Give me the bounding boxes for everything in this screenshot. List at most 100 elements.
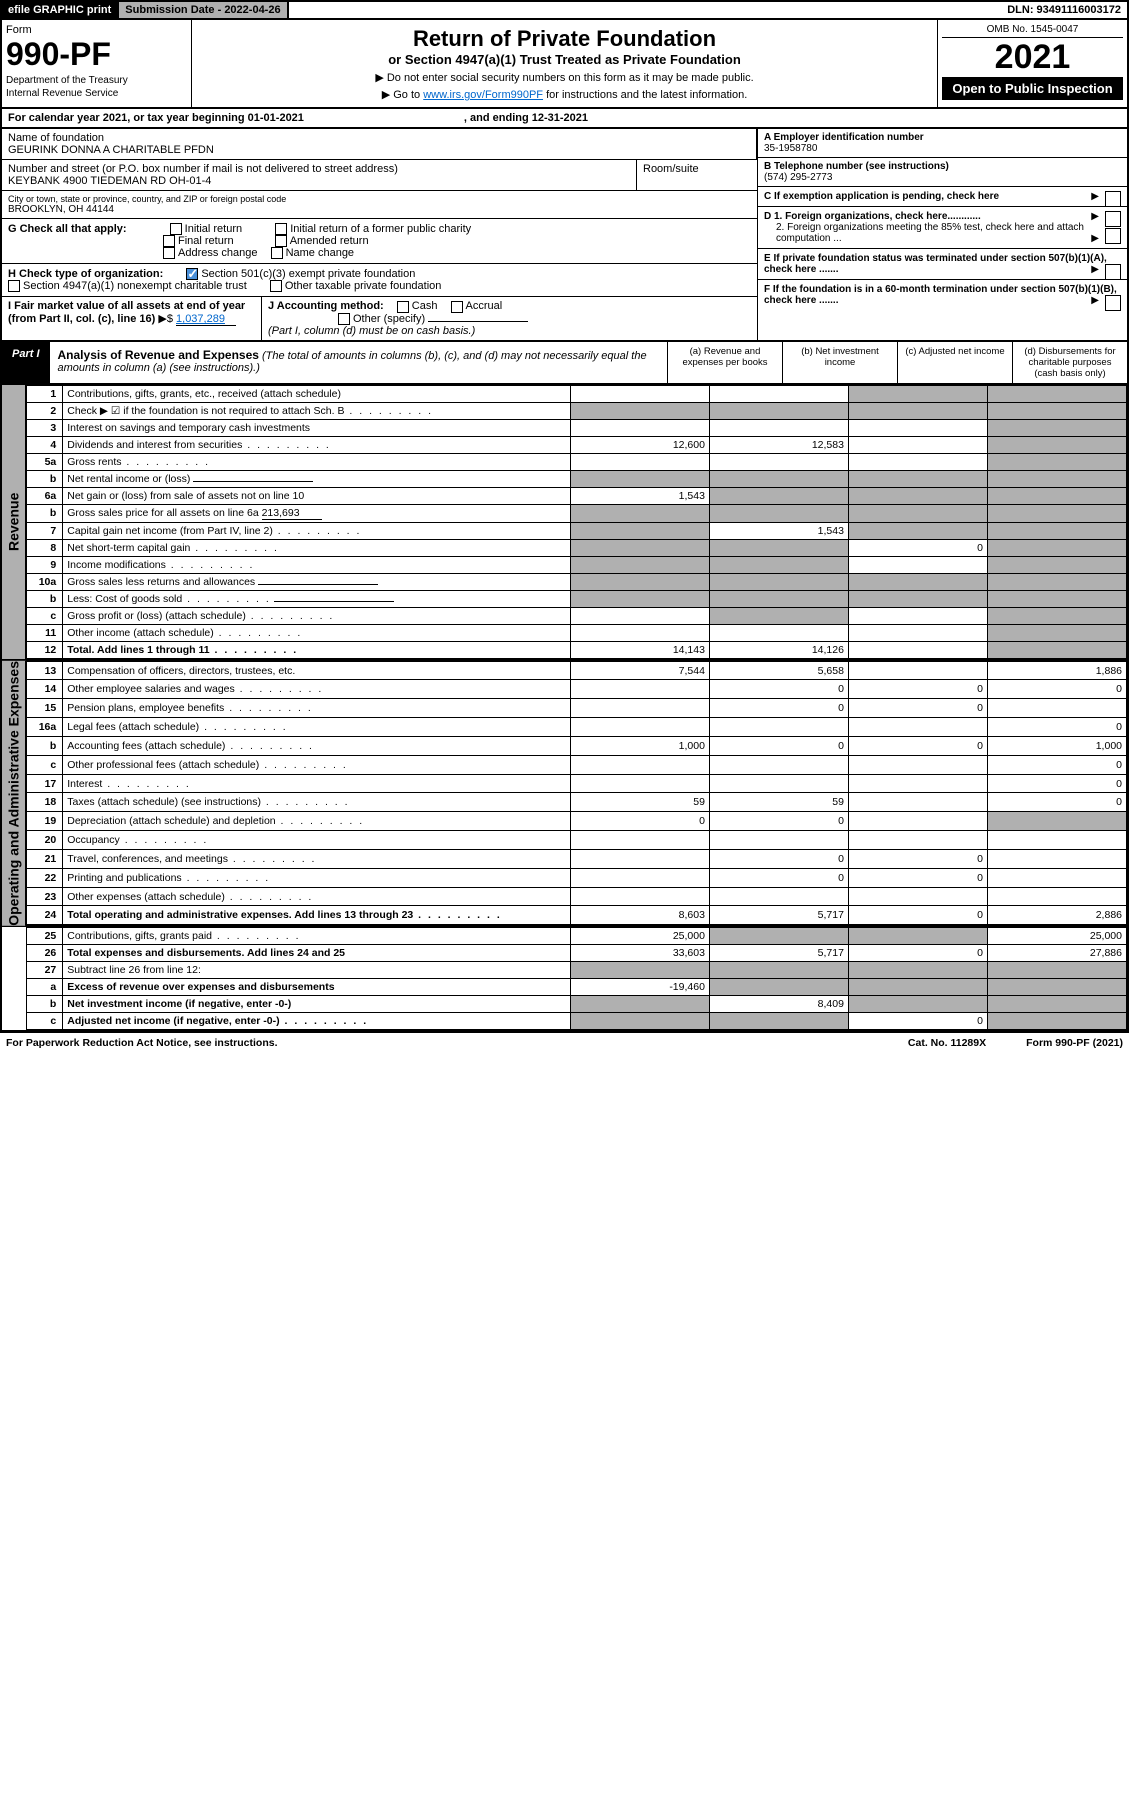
f-label: F If the foundation is in a 60-month ter… bbox=[764, 284, 1117, 306]
h-label: H Check type of organization: bbox=[8, 268, 163, 280]
dln: DLN: 93491116003172 bbox=[1001, 2, 1127, 18]
cb-f[interactable] bbox=[1105, 295, 1121, 311]
form-subtitle: or Section 4947(a)(1) Trust Treated as P… bbox=[198, 52, 931, 67]
table-row: b Gross sales price for all assets on li… bbox=[27, 504, 1127, 522]
table-row: b Accounting fees (attach schedule) 1,00… bbox=[27, 736, 1127, 755]
irs-link[interactable]: www.irs.gov/Form990PF bbox=[423, 89, 543, 101]
table-row: b Less: Cost of goods sold bbox=[27, 590, 1127, 607]
phone: (574) 295-2773 bbox=[764, 172, 832, 183]
cb-c[interactable] bbox=[1105, 191, 1121, 207]
a-label: A Employer identification number bbox=[764, 132, 924, 143]
cb-d2[interactable] bbox=[1105, 228, 1121, 244]
table-row: 15 Pension plans, employee benefits 00 bbox=[27, 699, 1127, 718]
table-row: 20 Occupancy bbox=[27, 831, 1127, 850]
cb-address[interactable] bbox=[163, 247, 175, 259]
e-label: E If private foundation status was termi… bbox=[764, 253, 1107, 275]
table-row: c Other professional fees (attach schedu… bbox=[27, 755, 1127, 774]
fmv-value[interactable]: 1,037,289 bbox=[176, 313, 236, 326]
table-row: 4 Dividends and interest from securities… bbox=[27, 436, 1127, 453]
table-row: 21 Travel, conferences, and meetings 00 bbox=[27, 849, 1127, 868]
city: BROOKLYN, OH 44144 bbox=[8, 204, 751, 215]
cb-501c3[interactable] bbox=[186, 268, 198, 280]
expenses-section: Operating and Administrative Expenses 13… bbox=[0, 661, 1129, 928]
cb-d1[interactable] bbox=[1105, 211, 1121, 227]
part1-tag: Part I bbox=[2, 342, 50, 383]
expenses-label: Operating and Administrative Expenses bbox=[2, 661, 26, 926]
c-label: C If exemption application is pending, c… bbox=[764, 191, 999, 202]
efile-label[interactable]: efile GRAPHIC print bbox=[2, 2, 117, 18]
cb-other-method[interactable] bbox=[338, 313, 350, 325]
form-header: Form 990-PF Department of the Treasury I… bbox=[0, 20, 1129, 109]
cb-name[interactable] bbox=[271, 247, 283, 259]
form-title: Return of Private Foundation bbox=[198, 26, 931, 52]
revenue-section: Revenue 1 Contributions, gifts, grants, … bbox=[0, 385, 1129, 661]
cb-final[interactable] bbox=[163, 235, 175, 247]
cb-e[interactable] bbox=[1105, 264, 1121, 280]
table-row: 25 Contributions, gifts, grants paid 25,… bbox=[27, 928, 1127, 945]
col-a: (a) Revenue and expenses per books bbox=[667, 342, 782, 383]
dept: Department of the Treasury bbox=[6, 75, 187, 86]
cb-cash[interactable] bbox=[397, 301, 409, 313]
d2-label: 2. Foreign organizations meeting the 85%… bbox=[764, 222, 1121, 244]
table-row: 17 Interest 0 bbox=[27, 774, 1127, 793]
part1-header: Part I Analysis of Revenue and Expenses … bbox=[0, 342, 1129, 385]
page-footer: For Paperwork Reduction Act Notice, see … bbox=[0, 1032, 1129, 1053]
col-d: (d) Disbursements for charitable purpose… bbox=[1012, 342, 1127, 383]
table-row: b Net investment income (if negative, en… bbox=[27, 996, 1127, 1013]
city-label: City or town, state or province, country… bbox=[8, 194, 751, 204]
cb-other-tax[interactable] bbox=[270, 280, 282, 292]
footer-mid: Cat. No. 11289X bbox=[908, 1037, 986, 1049]
j-note: (Part I, column (d) must be on cash basi… bbox=[268, 325, 475, 337]
table-row: 14 Other employee salaries and wages 000 bbox=[27, 680, 1127, 699]
table-row: 6a Net gain or (loss) from sale of asset… bbox=[27, 487, 1127, 504]
top-bar: efile GRAPHIC print Submission Date - 20… bbox=[0, 0, 1129, 20]
cb-4947[interactable] bbox=[8, 280, 20, 292]
col-c: (c) Adjusted net income bbox=[897, 342, 1012, 383]
foundation-name: GEURINK DONNA A CHARITABLE PFDN bbox=[8, 144, 750, 156]
table-row: 10a Gross sales less returns and allowan… bbox=[27, 573, 1127, 590]
note-ssn: ▶ Do not enter social security numbers o… bbox=[198, 71, 931, 84]
info-block: Name of foundation GEURINK DONNA A CHARI… bbox=[0, 129, 1129, 342]
table-row: 23 Other expenses (attach schedule) bbox=[27, 887, 1127, 906]
j-label: J Accounting method: bbox=[268, 300, 384, 312]
table-row: b Net rental income or (loss) bbox=[27, 470, 1127, 487]
col-b: (b) Net investment income bbox=[782, 342, 897, 383]
room-label: Room/suite bbox=[643, 163, 751, 175]
cb-initial-former[interactable] bbox=[275, 223, 287, 235]
table-row: 19 Depreciation (attach schedule) and de… bbox=[27, 812, 1127, 831]
table-row: 7 Capital gain net income (from Part IV,… bbox=[27, 522, 1127, 539]
revenue-table: 1 Contributions, gifts, grants, etc., re… bbox=[26, 385, 1127, 659]
omb: OMB No. 1545-0047 bbox=[942, 24, 1123, 38]
calendar-year-row: For calendar year 2021, or tax year begi… bbox=[0, 109, 1129, 129]
revenue-label: Revenue bbox=[2, 385, 26, 659]
cb-amended[interactable] bbox=[275, 235, 287, 247]
table-row: 11 Other income (attach schedule) bbox=[27, 624, 1127, 641]
table-row: 2 Check ▶ ☑ if the foundation is not req… bbox=[27, 402, 1127, 419]
table-row: c Gross profit or (loss) (attach schedul… bbox=[27, 607, 1127, 624]
subtract-table: 25 Contributions, gifts, grants paid 25,… bbox=[26, 927, 1127, 1030]
tax-year: 2021 bbox=[942, 38, 1123, 77]
table-row: 8 Net short-term capital gain 0 bbox=[27, 539, 1127, 556]
b-label: B Telephone number (see instructions) bbox=[764, 161, 949, 172]
cb-accrual[interactable] bbox=[451, 301, 463, 313]
table-row: 27 Subtract line 26 from line 12: bbox=[27, 962, 1127, 979]
form-number: 990-PF bbox=[6, 36, 187, 73]
table-row: c Adjusted net income (if negative, ente… bbox=[27, 1013, 1127, 1030]
address: KEYBANK 4900 TIEDEMAN RD OH-01-4 bbox=[8, 175, 630, 187]
g-label: G Check all that apply: bbox=[8, 223, 127, 235]
part1-title: Analysis of Revenue and Expenses bbox=[58, 348, 259, 362]
cb-initial[interactable] bbox=[170, 223, 182, 235]
form-label: Form bbox=[6, 24, 187, 36]
table-row: 1 Contributions, gifts, grants, etc., re… bbox=[27, 385, 1127, 402]
note-link: ▶ Go to www.irs.gov/Form990PF for instru… bbox=[198, 88, 931, 101]
table-row: a Excess of revenue over expenses and di… bbox=[27, 979, 1127, 996]
table-row: 9 Income modifications bbox=[27, 556, 1127, 573]
table-row: 5a Gross rents bbox=[27, 453, 1127, 470]
d1-label: D 1. Foreign organizations, check here..… bbox=[764, 211, 981, 222]
footer-right: Form 990-PF (2021) bbox=[1026, 1037, 1123, 1049]
table-row: 22 Printing and publications 00 bbox=[27, 868, 1127, 887]
table-row: 18 Taxes (attach schedule) (see instruct… bbox=[27, 793, 1127, 812]
table-row: 24 Total operating and administrative ex… bbox=[27, 906, 1127, 925]
name-label: Name of foundation bbox=[8, 132, 750, 144]
table-row: 3 Interest on savings and temporary cash… bbox=[27, 419, 1127, 436]
